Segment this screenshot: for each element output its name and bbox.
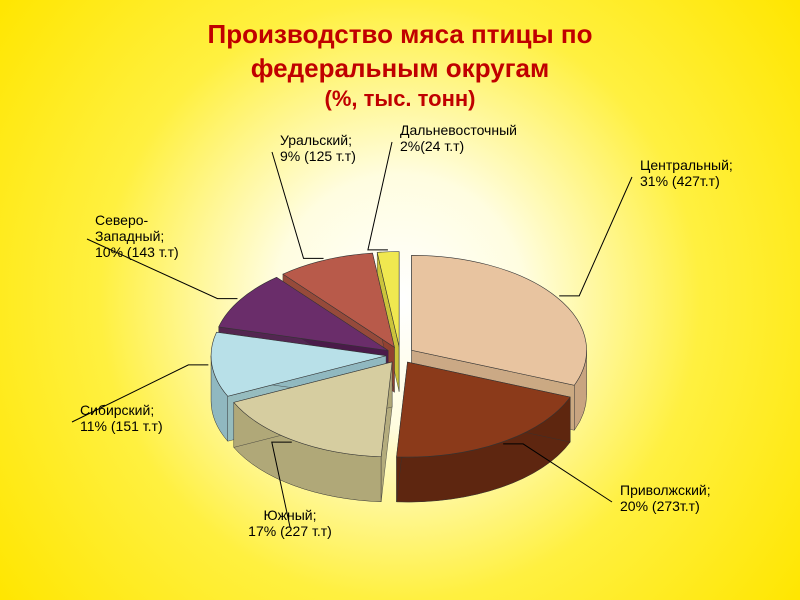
slice-label: Дальневосточный2%(24 т.т) bbox=[400, 122, 517, 154]
slide-stage: Производство мяса птицы по федеральным о… bbox=[0, 0, 800, 600]
slice-label: Южный;17% (227 т.т) bbox=[248, 507, 332, 539]
subtitle: (%, тыс. тонн) bbox=[0, 86, 800, 112]
slice-label: Северо-Западный;10% (143 т.т) bbox=[95, 212, 179, 260]
slice-label: Сибирский;11% (151 т.т) bbox=[80, 402, 163, 434]
slice-label: Уральский;9% (125 т.т) bbox=[280, 132, 356, 164]
title-line2: федеральным округам bbox=[0, 52, 800, 85]
slice-label: Приволжский;20% (273т.т) bbox=[620, 482, 711, 514]
slice-label: Центральный;31% (427т.т) bbox=[640, 157, 733, 189]
title-line1: Производство мяса птицы по bbox=[0, 18, 800, 51]
